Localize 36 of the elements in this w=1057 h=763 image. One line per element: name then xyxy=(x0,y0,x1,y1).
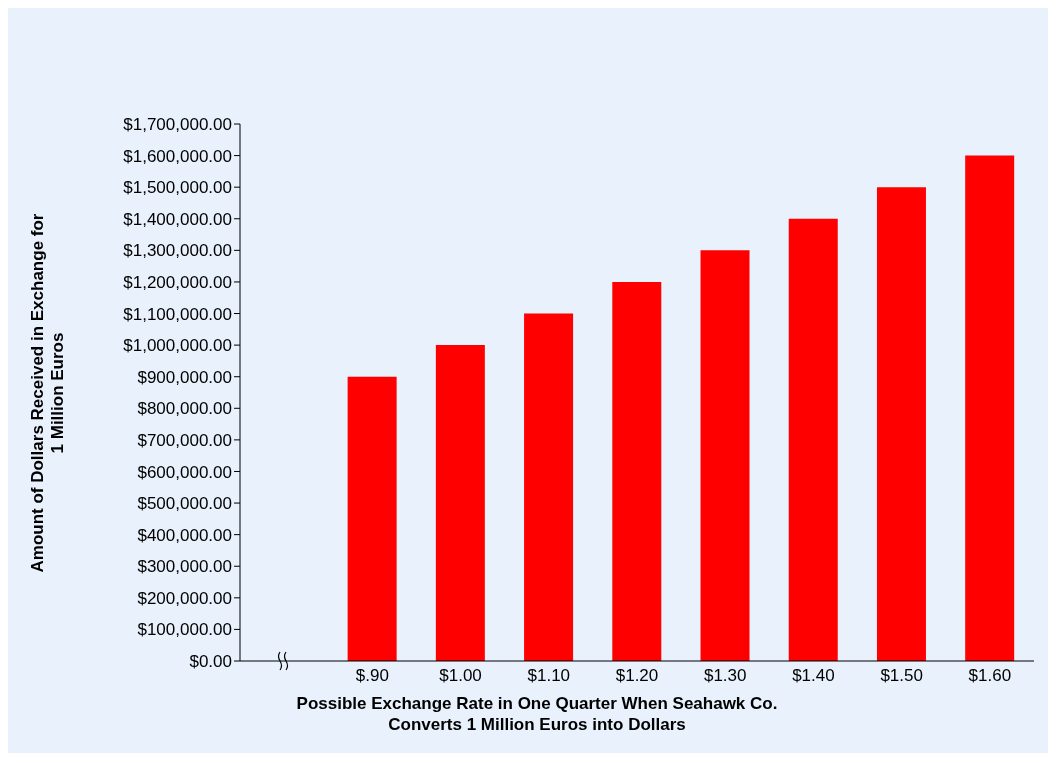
y-tick-label: $800,000.00 xyxy=(137,399,232,419)
x-tick-label: $1.10 xyxy=(527,666,571,686)
y-tick-label: $1,200,000.00 xyxy=(123,272,232,292)
bar xyxy=(347,376,397,661)
x-tick-label: $1.20 xyxy=(615,666,659,686)
y-tick-label: $1,000,000.00 xyxy=(123,336,232,356)
x-tick-label: $1.30 xyxy=(703,666,747,686)
y-tick-label: $900,000.00 xyxy=(137,367,232,387)
bar xyxy=(965,155,1015,661)
y-tick-label: $700,000.00 xyxy=(137,430,232,450)
x-tick-label: $.90 xyxy=(355,666,389,686)
bar xyxy=(700,250,750,661)
y-tick-label: $100,000.00 xyxy=(137,620,232,640)
y-tick-label: $1,300,000.00 xyxy=(123,241,232,261)
y-tick-label: $200,000.00 xyxy=(137,588,232,608)
bar xyxy=(612,281,662,661)
bar xyxy=(788,218,838,661)
x-tick-label: $1.00 xyxy=(439,666,482,686)
y-tick-label: $600,000.00 xyxy=(137,462,232,482)
x-tick-label: $1.40 xyxy=(792,666,835,686)
y-tick-label: $0.00 xyxy=(189,652,232,672)
y-tick-label: $1,400,000.00 xyxy=(123,209,232,229)
x-axis-title: Possible Exchange Rate in One Quarter When Seahawk Co. Converts 1 Million Euros into Dollars xyxy=(296,693,778,735)
bar xyxy=(435,345,485,661)
y-tick-label: $300,000.00 xyxy=(137,557,232,577)
y-axis-title: Amount of Dollars Received in Exchange for 1 Million Euros xyxy=(28,213,68,572)
bar xyxy=(876,187,926,661)
y-tick-label: $1,700,000.00 xyxy=(123,115,232,135)
bar xyxy=(524,313,574,661)
y-tick-label: $1,600,000.00 xyxy=(123,146,232,166)
y-tick-label: $400,000.00 xyxy=(137,525,232,545)
y-tick-label: $500,000.00 xyxy=(137,494,232,514)
x-tick-label: $1.50 xyxy=(880,666,923,686)
y-tick-label: $1,500,000.00 xyxy=(123,178,232,198)
y-tick-label: $1,100,000.00 xyxy=(123,304,232,324)
x-tick-label: $1.60 xyxy=(968,666,1012,686)
